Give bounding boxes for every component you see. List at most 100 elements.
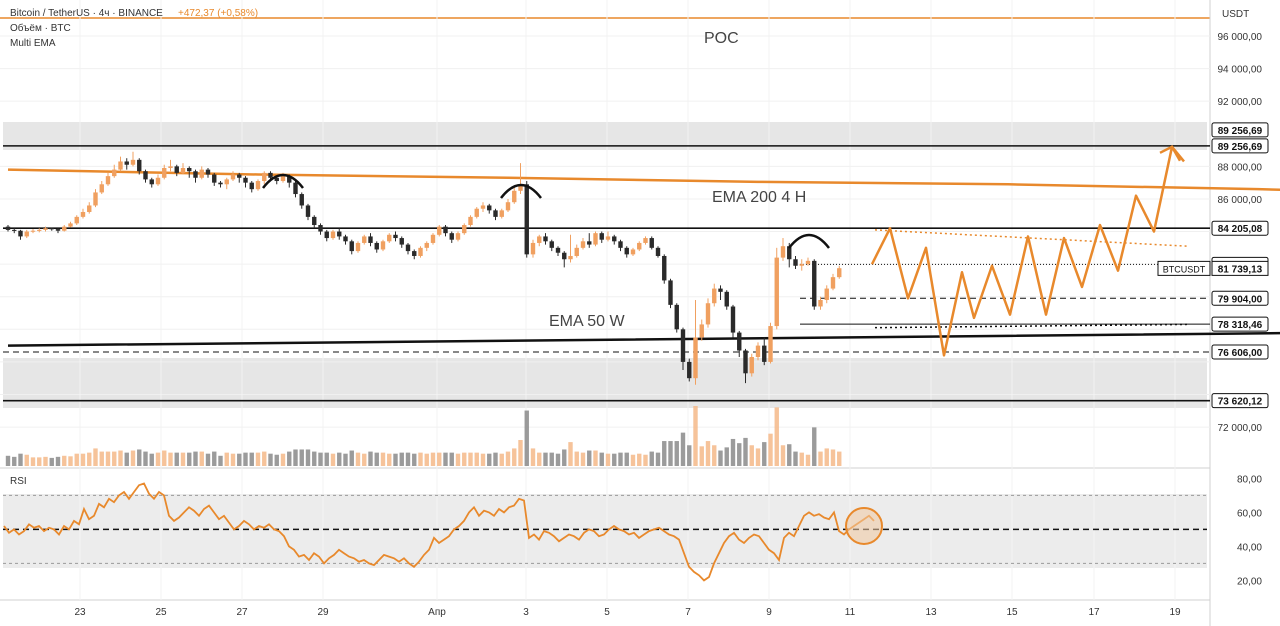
volume-bar [187, 452, 192, 466]
volume-bar [624, 452, 629, 466]
level-price-box [1211, 220, 1269, 236]
volume-bar [493, 452, 498, 466]
price-axis[interactable]: 96 000,00 94 000,00 92 000,00 88 000,00 86 0… [1218, 32, 1263, 587]
volume-bar [105, 451, 111, 466]
volume-bar [224, 452, 229, 466]
candle-body [630, 249, 636, 255]
volume-bar [674, 441, 679, 466]
volume-bar [74, 453, 79, 466]
volume-bar [643, 454, 648, 466]
price-projection [870, 145, 1185, 357]
ema200-annotation: EMA 200 4 H [712, 189, 806, 206]
level-price-box [1211, 138, 1269, 154]
level-price-box [1211, 344, 1269, 360]
symbol-line: Bitcoin / TetherUS · 4ч · BINANCE [10, 8, 163, 19]
volume-bar [212, 451, 217, 466]
volume-bar [93, 448, 98, 466]
candle-body [274, 177, 279, 182]
volume-bar [743, 437, 748, 466]
rsi-label: RSI [10, 476, 27, 487]
candle-body [618, 241, 623, 248]
candle-body [655, 247, 661, 256]
volume-bar [499, 453, 504, 466]
candle-body [93, 192, 98, 206]
volume-bar [312, 451, 317, 466]
time-tick: 9 [766, 607, 772, 618]
candle-body [205, 169, 211, 175]
candle-body [368, 236, 373, 243]
volume-bar [724, 447, 729, 466]
candle-body [587, 241, 592, 245]
volume-bar [693, 406, 698, 466]
volume-bar [568, 442, 573, 466]
candle-body [480, 205, 486, 209]
rsi-tick: 80,00 [1237, 474, 1262, 485]
candle-body [680, 329, 686, 362]
lower-zone [3, 358, 1207, 408]
volume-bar [649, 451, 654, 466]
volume-bar [730, 438, 736, 466]
volume-bar [305, 449, 311, 466]
time-tick: 7 [685, 607, 691, 618]
volume-bar [68, 456, 73, 466]
candle-body [237, 174, 242, 178]
candle-body [737, 332, 742, 351]
volume-bar [587, 450, 592, 466]
candle-body [599, 233, 604, 240]
volume-bar [799, 452, 804, 466]
candle-body [443, 226, 448, 234]
candle-body [643, 238, 648, 243]
level-price-label: 73 620,12 [1218, 397, 1263, 408]
volume-bar [249, 452, 254, 466]
level-price-label: 89 256,69 [1218, 142, 1263, 153]
candle-body [143, 171, 148, 180]
candle-body [799, 264, 804, 266]
candle-body [418, 247, 423, 256]
time-axis[interactable]: 23 25 27 29 Апр 3 5 7 9 11 13 15 17 19 [74, 607, 1181, 618]
volume-bar [487, 453, 492, 466]
rsi-tick: 20,00 [1237, 576, 1262, 587]
volume-bar [449, 452, 454, 466]
candle-body [362, 236, 367, 243]
projection-arrowhead [1159, 145, 1182, 162]
rsi-pane [3, 482, 1207, 582]
volume-bar [755, 448, 761, 466]
rsi-band [3, 494, 1207, 568]
candle-body [555, 247, 561, 253]
candle-body [137, 159, 142, 172]
level-price-box [1211, 290, 1269, 306]
volume-bar [324, 452, 329, 466]
volume-bar [699, 446, 704, 466]
volume-bar [437, 452, 442, 466]
candle-body [562, 252, 567, 260]
candle-body [524, 184, 529, 255]
level-price-label: 78 318,46 [1218, 320, 1263, 331]
volume-bar [824, 448, 829, 466]
candle-body [830, 277, 836, 289]
volume-bar [837, 451, 842, 466]
candle-body [474, 208, 479, 217]
volume-bar [24, 454, 29, 466]
candle-body [812, 260, 817, 307]
top-arcs [262, 173, 830, 249]
level-price-box [1211, 122, 1269, 138]
volume-bar [143, 451, 148, 466]
volume-bar [30, 457, 36, 466]
poc-annotation: POC [704, 30, 739, 47]
candle-body [330, 231, 336, 239]
volume-bar [87, 452, 92, 466]
candle-body [687, 361, 692, 379]
volume-bar [637, 453, 642, 466]
candle-body [218, 182, 223, 185]
candles [5, 151, 842, 385]
candle-body [168, 166, 173, 168]
candle-body [730, 306, 736, 333]
level-price-label: 79 904,00 [1218, 294, 1263, 305]
volume-bar [399, 452, 404, 466]
candle-body [49, 228, 54, 230]
volume-bar [593, 450, 598, 466]
candle-body [255, 181, 261, 190]
candle-body [149, 179, 154, 185]
